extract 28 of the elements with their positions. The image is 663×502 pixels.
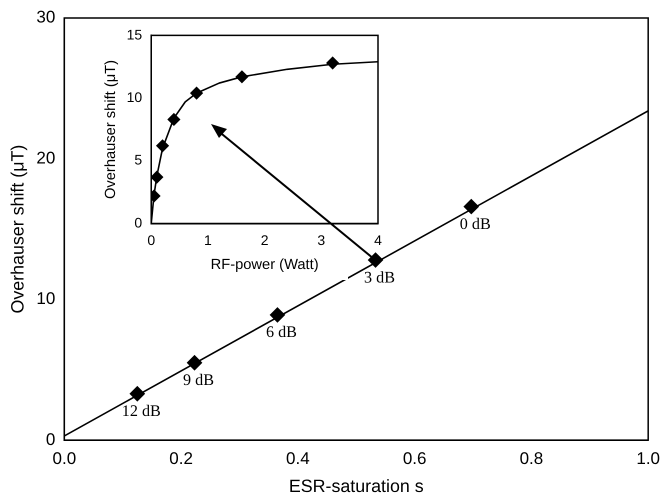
x-tick-label: 0.4 [286,449,310,468]
annotation: 0 dB [460,216,491,233]
x-tick-label: 4 [374,232,382,248]
y-tick-label: 10 [36,289,56,308]
y-axis-title: Overhauser shift (μT) [8,144,28,314]
y-tick-label: 0 [46,430,56,449]
x-tick-label: 3 [317,232,326,248]
x-tick-label: 0.6 [402,449,426,468]
y-tick-label: 30 [36,8,56,27]
y-tick-label: 20 [36,148,56,168]
y-tick-label: 0 [134,214,142,230]
y-tick-label: 5 [134,152,142,168]
x-tick-label: 1.0 [636,449,660,468]
annotation: 12 dB [122,403,161,420]
x-tick-label: 1 [204,232,212,248]
x-axis-title: ESR-saturation s [288,476,424,496]
x-axis-title: RF-power (Watt) [210,257,319,274]
x-tick-label: 0.2 [169,449,193,468]
y-axis-title: Overhauser shift (μT) [102,60,119,200]
annotation: 9 dB [183,372,214,390]
x-tick-label: 2 [260,232,269,248]
x-tick-label: 0.8 [520,449,544,468]
x-tick-label: 0.0 [52,449,76,468]
annotation: 6 dB [266,324,297,342]
x-tick-label: 0 [147,232,156,248]
y-tick-label: 15 [126,26,142,42]
annotation: 3 dB [364,269,395,286]
y-tick-label: 10 [126,88,142,105]
